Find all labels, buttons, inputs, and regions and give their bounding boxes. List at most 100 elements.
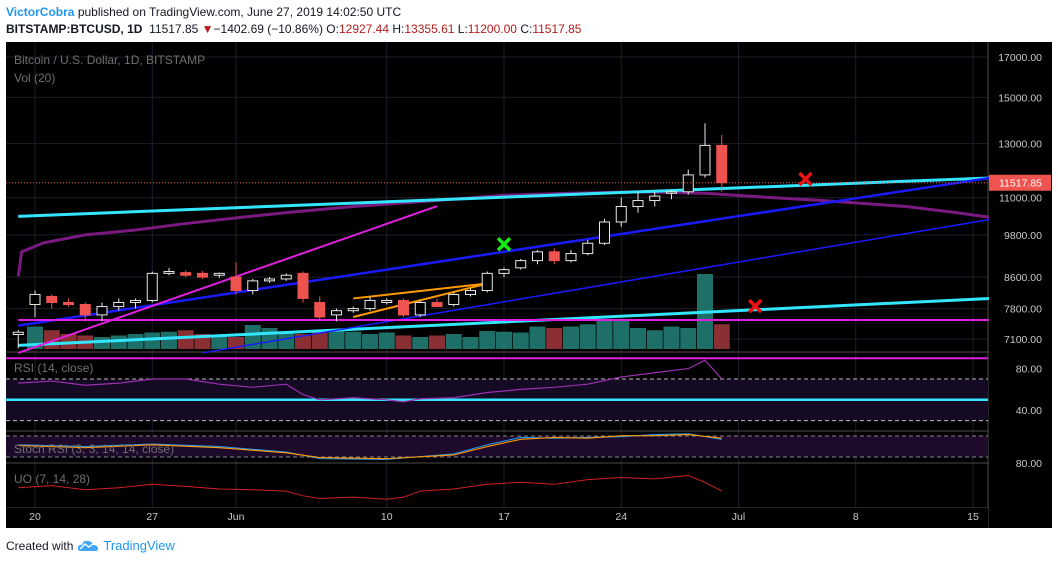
trend-line-magenta[interactable]: [17, 205, 438, 354]
candle[interactable]: [532, 250, 543, 265]
volume-bar: [395, 335, 412, 349]
candle[interactable]: [398, 298, 409, 318]
candle-body: [247, 280, 259, 292]
candle[interactable]: [12, 330, 24, 349]
trend-line-cyan[interactable]: [18, 176, 990, 218]
candle[interactable]: [314, 296, 326, 320]
price-tick-label: 8600.00: [1004, 272, 1042, 284]
candle[interactable]: [548, 248, 560, 265]
volume-bar: [177, 330, 194, 349]
volume-bar: [579, 324, 596, 349]
time-tick-label: Jul: [732, 511, 745, 523]
candle-body: [716, 144, 728, 184]
tradingview-cloud-icon: [78, 540, 99, 551]
candle[interactable]: [481, 271, 493, 293]
stoch-tick-label: 80.00: [1016, 458, 1042, 470]
candle-body: [46, 295, 58, 303]
price-tick-label: 17000.00: [998, 52, 1042, 64]
candle-body: [414, 301, 426, 316]
candle[interactable]: [46, 294, 58, 309]
candle[interactable]: [498, 267, 510, 278]
trend-line-blue[interactable]: [18, 176, 990, 327]
trend-line-orange[interactable]: [353, 282, 488, 300]
stoch-line: [18, 434, 722, 460]
author-link[interactable]: VictorCobra: [6, 5, 75, 19]
volume-bar: [512, 332, 529, 349]
chart-svg[interactable]: 7100.00 7800.00 8600.00 9800.00 11000.00 1300…: [6, 42, 1052, 528]
stoch-band: [6, 436, 988, 457]
candle[interactable]: [63, 298, 74, 307]
publish-line: VictorCobra published on TradingView.com…: [6, 5, 401, 19]
chart-frame[interactable]: 7100.00 7800.00 8600.00 9800.00 11000.00 1300…: [6, 42, 1052, 528]
candle-body: [398, 299, 409, 316]
tradingview-brand[interactable]: TradingView: [103, 538, 175, 553]
candle[interactable]: [247, 278, 259, 295]
candle[interactable]: [682, 169, 694, 195]
candle[interactable]: [197, 271, 208, 279]
candle-body: [364, 299, 376, 310]
candle[interactable]: [280, 273, 292, 281]
volume-bar: [496, 331, 512, 349]
candle[interactable]: [465, 288, 476, 297]
cross-marker: [798, 171, 813, 187]
candle-body: [146, 272, 158, 301]
candle[interactable]: [565, 250, 577, 263]
trend-line-blue[interactable]: [202, 218, 990, 354]
rsi-line: [18, 359, 723, 403]
price-axis-bg: [989, 42, 1052, 528]
volume-bar: [663, 326, 680, 349]
candle[interactable]: [230, 262, 242, 295]
candle[interactable]: [180, 270, 192, 278]
candle[interactable]: [582, 239, 594, 256]
candle[interactable]: [632, 191, 644, 213]
candle-body: [163, 271, 175, 274]
candle[interactable]: [615, 197, 627, 227]
candle-body: [347, 308, 359, 312]
candle-body: [297, 272, 309, 299]
cross-stroke: [798, 171, 813, 187]
candle[interactable]: [79, 302, 91, 322]
open-value: 12927.44: [338, 22, 390, 36]
candle[interactable]: [213, 272, 225, 278]
candle-body: [264, 278, 275, 282]
candle[interactable]: [29, 290, 41, 318]
volume-label: Vol (20): [14, 71, 55, 85]
candle[interactable]: [113, 298, 125, 311]
candle[interactable]: [666, 190, 677, 200]
time-tick-label: 20: [29, 511, 41, 523]
time-tick-label: 15: [967, 511, 979, 523]
candle[interactable]: [716, 134, 728, 192]
ohlc-line: BITSTAMP:BTCUSD, 1D 11517.85 ▼−1402.69 (…: [6, 22, 581, 36]
time-tick-label: 8: [853, 511, 859, 523]
time-axis-bg: [6, 508, 988, 528]
volume-bar: [613, 319, 630, 349]
candle[interactable]: [96, 302, 108, 322]
candle-body: [532, 251, 543, 262]
candle-body: [465, 290, 476, 295]
close-label: C:: [520, 22, 533, 36]
candle[interactable]: [599, 218, 610, 245]
created-with-text: Created with: [6, 538, 74, 553]
candle[interactable]: [146, 271, 158, 303]
candle[interactable]: [414, 300, 426, 318]
rsi-tick-label: 80.00: [1016, 364, 1042, 376]
candle[interactable]: [515, 258, 527, 270]
candle[interactable]: [264, 277, 275, 283]
candle[interactable]: [130, 298, 141, 309]
candle[interactable]: [331, 308, 342, 322]
candle[interactable]: [297, 271, 309, 303]
volume-bar: [563, 326, 579, 349]
main-chart-title: Bitcoin / U.S. Dollar, 1D, BITSTAMP: [14, 53, 205, 67]
candle[interactable]: [649, 191, 661, 207]
candle[interactable]: [364, 296, 376, 311]
candle[interactable]: [448, 292, 460, 307]
candle[interactable]: [431, 298, 443, 308]
trend-line-cyan[interactable]: [18, 296, 990, 347]
volume-bar: [144, 332, 161, 349]
candle[interactable]: [163, 267, 175, 276]
candle[interactable]: [699, 123, 711, 178]
volume-bar: [345, 331, 362, 349]
candle[interactable]: [347, 306, 359, 313]
candle[interactable]: [381, 298, 393, 305]
trend-line-orange[interactable]: [353, 282, 488, 318]
